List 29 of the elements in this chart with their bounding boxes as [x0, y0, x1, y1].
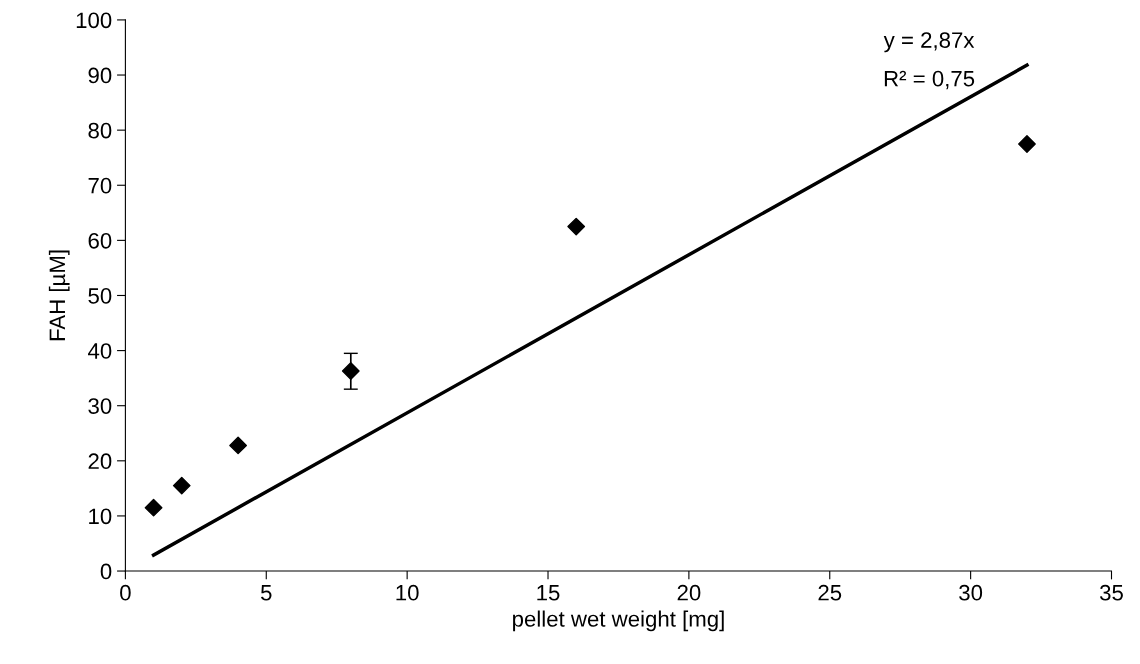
x-tick-label: 15	[537, 585, 560, 601]
point	[229, 436, 248, 455]
y-tick-label: 100	[76, 12, 112, 29]
annotation: R² = 0,75	[884, 70, 975, 90]
x-tick-label: 0	[120, 584, 131, 601]
point	[341, 362, 360, 380]
y-tick-label: 50	[88, 288, 112, 304]
y-tick-label: 80	[88, 122, 112, 139]
y-tick-label: 30	[88, 398, 112, 414]
y-tick-label: 20	[88, 453, 112, 470]
y-axis-title: FAH [µM]	[48, 250, 70, 341]
point	[567, 217, 586, 236]
x-tick-label: 5	[260, 585, 272, 601]
x-tick-label: 35	[1099, 584, 1123, 601]
y-tick-label: 70	[88, 177, 112, 194]
y-tick-label: 0	[100, 563, 112, 580]
point	[1018, 135, 1036, 153]
y-tick-label: 90	[88, 67, 112, 84]
x-tick-label: 30	[959, 584, 983, 601]
x-tick-label: 10	[396, 584, 419, 601]
annotation: y = 2,87x	[883, 32, 975, 53]
x-axis-title: pellet wet weight [mg]	[513, 610, 724, 632]
point	[144, 498, 163, 517]
y-tick-label: 40	[88, 343, 112, 359]
y-tick-label: 10	[89, 508, 112, 525]
point	[172, 476, 191, 495]
x-tick-label: 25	[818, 584, 842, 601]
y-tick-label: 60	[88, 232, 112, 249]
x-tick-label: 20	[677, 584, 701, 601]
